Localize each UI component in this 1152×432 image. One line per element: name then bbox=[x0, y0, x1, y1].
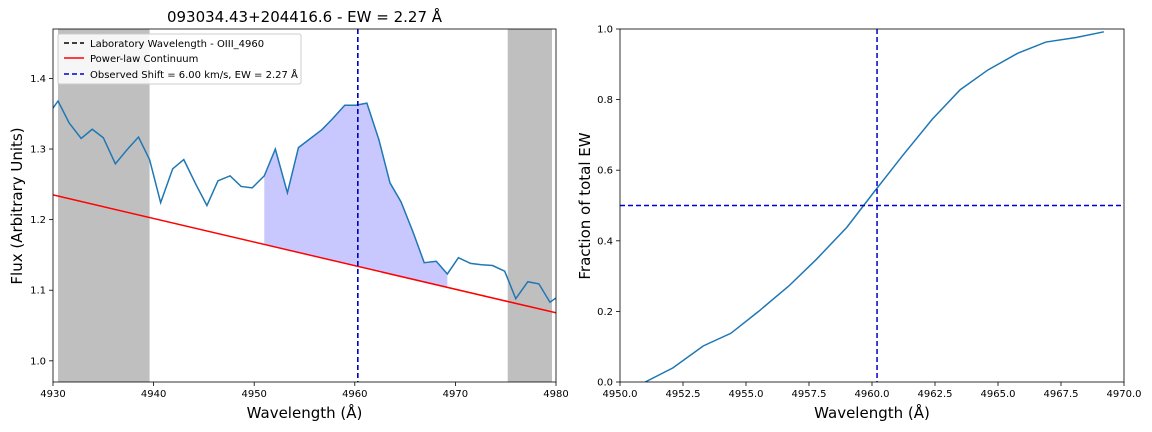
spectrum-x-tick-label: 4960 bbox=[342, 389, 367, 400]
spectrum-title: 093034.43+204416.6 - EW = 2.27 Å bbox=[167, 7, 443, 26]
fraction-y-tick-label: 0.6 bbox=[597, 166, 613, 177]
fraction-y-axis-label: Fraction of total EW bbox=[576, 132, 594, 279]
spectrum-x-tick-label: 4950 bbox=[241, 389, 266, 400]
fraction-y-tick-label: 0.0 bbox=[597, 378, 613, 389]
fraction-y-tick-label: 0.8 bbox=[597, 95, 613, 106]
ew-filled-region bbox=[264, 103, 448, 288]
fraction-x-tick-label: 4957.5 bbox=[792, 389, 827, 400]
spectrum-x-tick-label: 4970 bbox=[443, 389, 468, 400]
spectrum-y-tick-label: 1.4 bbox=[30, 74, 46, 85]
spectrum-frame bbox=[52, 28, 557, 383]
fraction-x-tick-label: 4962.5 bbox=[918, 389, 953, 400]
fraction-y-ticks: 0.0 0.2 0.4 0.6 0.8 1.0 bbox=[597, 25, 620, 389]
fraction-x-tick-label: 4970.0 bbox=[1107, 389, 1142, 400]
spectrum-plot-area bbox=[52, 28, 557, 383]
shaded-region bbox=[58, 29, 150, 382]
fraction-plot-area bbox=[619, 28, 1125, 383]
legend-box bbox=[57, 33, 302, 85]
fraction-x-tick-label: 4965.0 bbox=[981, 389, 1016, 400]
spectrum-x-tick-label: 4940 bbox=[141, 389, 166, 400]
fraction-x-tick-label: 4950.0 bbox=[603, 389, 638, 400]
fraction-x-tick-label: 4952.5 bbox=[666, 389, 701, 400]
legend-label-observed: Observed Shift = 6.00 km/s, EW = 2.27 Å bbox=[90, 68, 298, 81]
fraction-x-tick-label: 4955.0 bbox=[729, 389, 764, 400]
spectrum-marks bbox=[53, 29, 556, 382]
fraction-x-axis-label: Wavelength (Å) bbox=[814, 403, 930, 422]
spectrum-y-tick-label: 1.2 bbox=[30, 215, 46, 226]
fraction-x-ticks: 4950.0 4952.5 4955.0 4957.5 4960.0 4962.5 4965… bbox=[603, 382, 1142, 400]
spectrum-x-tick-label: 4980 bbox=[543, 389, 568, 400]
spectrum-y-ticks: 1.0 1.1 1.2 1.3 1.4 bbox=[30, 74, 53, 367]
fraction-y-tick-label: 0.4 bbox=[597, 236, 613, 247]
spectrum-x-axis-label: Wavelength (Å) bbox=[247, 403, 363, 422]
spectrum-y-tick-label: 1.0 bbox=[30, 356, 46, 367]
fraction-y-tick-label: 1.0 bbox=[597, 25, 613, 36]
fraction-panel: Wavelength (Å) Fraction of total EW 4950… bbox=[576, 25, 1142, 423]
spectrum-y-tick-label: 1.1 bbox=[30, 286, 46, 297]
legend: Laboratory Wavelength - OIII_4960 Power-… bbox=[57, 33, 302, 85]
spectrum-line bbox=[53, 99, 556, 304]
legend-label-laboratory: Laboratory Wavelength - OIII_4960 bbox=[90, 39, 264, 50]
fraction-y-tick-label: 0.2 bbox=[597, 307, 613, 318]
cumulative-ew-line bbox=[644, 31, 1104, 382]
spectrum-x-ticks: 4930 4940 4950 4960 4970 4980 bbox=[40, 382, 569, 400]
spectrum-panel: 093034.43+204416.6 - EW = 2.27 Å Wavelen… bbox=[8, 7, 569, 422]
fraction-marks bbox=[620, 29, 1124, 382]
spectrum-x-tick-label: 4930 bbox=[40, 389, 65, 400]
spectrum-y-axis-label: Flux (Arbitrary Units) bbox=[8, 127, 26, 284]
shaded-region bbox=[507, 29, 552, 382]
continuum-line bbox=[53, 194, 556, 314]
fraction-x-tick-label: 4960.0 bbox=[855, 389, 890, 400]
legend-label-continuum: Power-law Continuum bbox=[90, 54, 198, 65]
spectrum-y-tick-label: 1.3 bbox=[30, 145, 46, 156]
fraction-x-tick-label: 4967.5 bbox=[1044, 389, 1079, 400]
